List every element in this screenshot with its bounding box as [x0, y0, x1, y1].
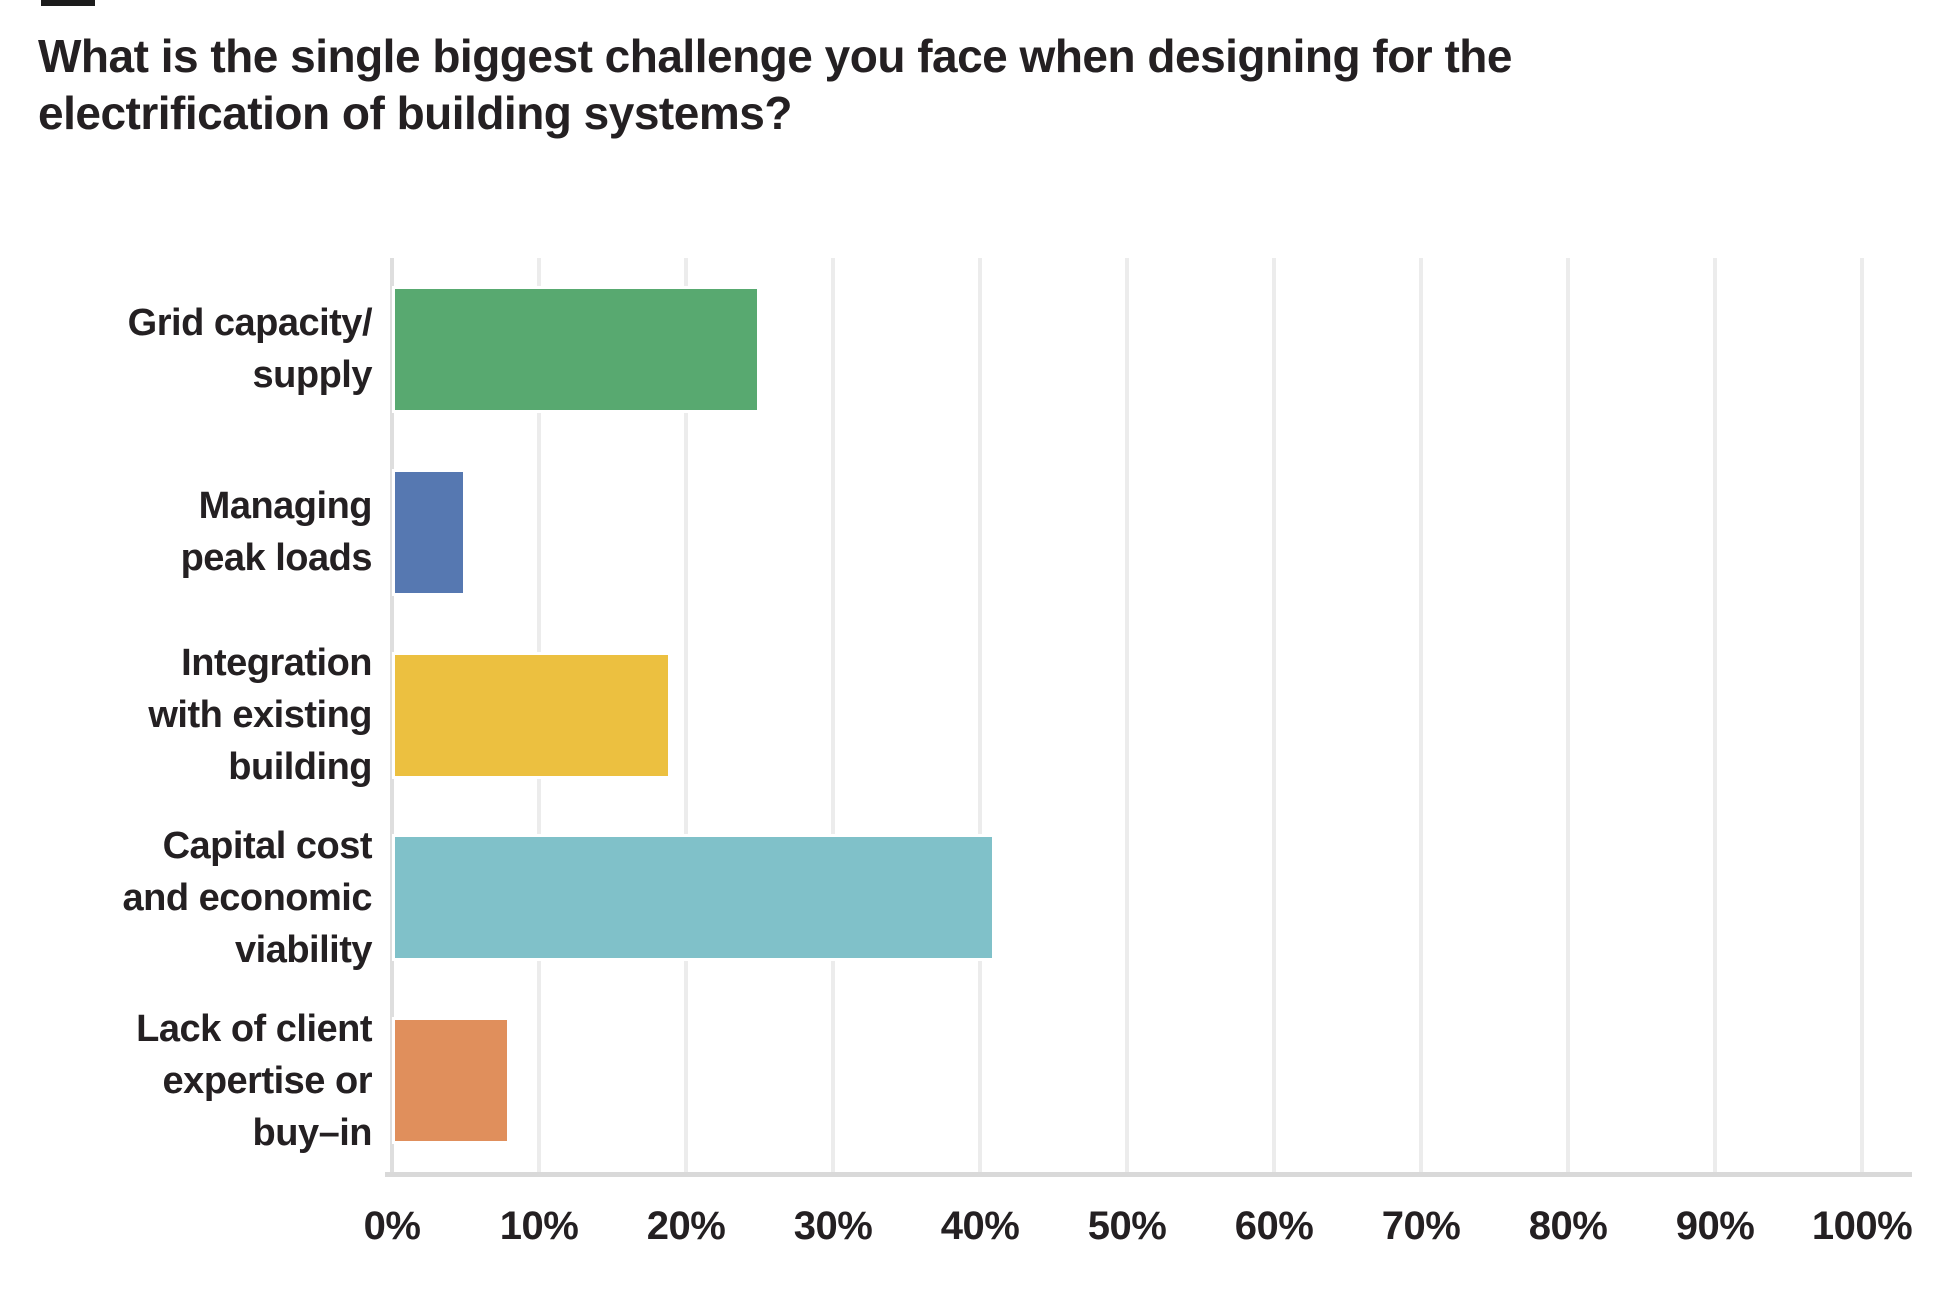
plot-area: [385, 258, 1912, 1177]
gridline-60%: [1272, 258, 1276, 1172]
x-tick-label-20%: 20%: [646, 1204, 726, 1248]
gridline-90%: [1713, 258, 1717, 1172]
category-label-line: Grid capacity/: [127, 302, 373, 345]
x-tick-label-0%: 0%: [363, 1204, 421, 1248]
category-label-line: Capital cost: [162, 824, 373, 867]
category-label-line: buy–in: [252, 1111, 373, 1154]
x-tick-label-10%: 10%: [499, 1204, 579, 1248]
bar-grid-capacity-supply: [392, 285, 760, 413]
category-label-capital-cost-and-economic-viability: Capital cost and economic viability: [0, 820, 373, 976]
x-tick-label-60%: 60%: [1234, 1204, 1314, 1248]
category-label-line: with existing: [148, 694, 372, 736]
x-tick-label-80%: 80%: [1528, 1204, 1608, 1248]
gridline-30%: [831, 258, 835, 1172]
chart-title-line-1: What is the single biggest challenge you…: [38, 30, 1512, 82]
category-label-line: and economic: [122, 876, 373, 919]
category-label-line: supply: [252, 354, 373, 397]
category-label-column: Grid capacity/supply Managing peak loads In…: [0, 258, 373, 1172]
gridline-50%: [1125, 258, 1129, 1172]
category-label-integration-with-existing-building: Integration with existing building: [0, 637, 372, 793]
category-label-line: peak loads: [180, 537, 373, 580]
category-label-line: Managing: [198, 485, 373, 528]
x-axis-line: [385, 1172, 1912, 1177]
bar-managing-peak-loads: [392, 468, 466, 596]
gridline-80%: [1566, 258, 1570, 1172]
x-axis-tick-labels: 0% 10% 20% 30% 40% 50% 60% 70% 80% 90% 100%: [364, 1198, 1913, 1254]
bar-integration-with-existing-building: [392, 651, 672, 779]
top-edge-artifact: [41, 0, 95, 6]
x-tick-label-50%: 50%: [1087, 1204, 1167, 1248]
x-tick-label-40%: 40%: [940, 1204, 1020, 1248]
x-tick-label-90%: 90%: [1675, 1204, 1755, 1248]
category-label-grid-capacity-supply: Grid capacity/supply: [0, 297, 373, 401]
bar-lack-of-client-expertise-or-buy-in: [392, 1017, 510, 1145]
x-tick-label-30%: 30%: [793, 1204, 873, 1248]
chart-title: What is the single biggest challenge you…: [38, 28, 1918, 142]
category-label-line: Integration: [181, 642, 372, 684]
gridline-20%: [684, 258, 688, 1172]
gridline-40%: [978, 258, 982, 1172]
category-label-managing-peak-loads: Managing peak loads: [0, 480, 373, 584]
chart-title-line-2: electrification of building systems?: [38, 87, 792, 139]
gridline-70%: [1419, 258, 1423, 1172]
x-tick-label-100%: 100%: [1811, 1204, 1913, 1248]
gridline-100%: [1860, 258, 1864, 1172]
category-label-line: expertise or: [162, 1059, 373, 1102]
category-label-line: Lack of client: [136, 1007, 372, 1050]
x-tick-label-70%: 70%: [1381, 1204, 1461, 1248]
category-label-line: building: [228, 746, 372, 788]
bar-capital-cost-and-economic-viability: [392, 834, 995, 962]
category-label-line: viability: [235, 928, 373, 971]
category-label-lack-of-client-expertise-or-buy-in: Lack of client expertise or buy–in: [0, 1003, 372, 1159]
